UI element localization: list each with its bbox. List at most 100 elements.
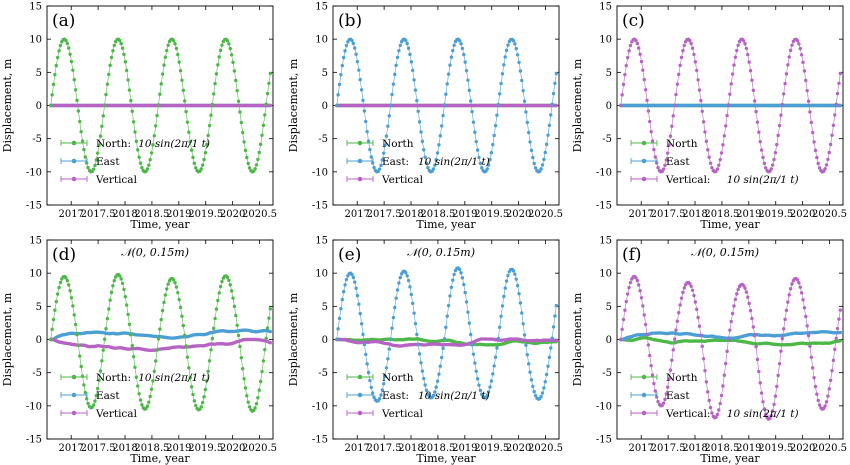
data-point [543, 150, 547, 155]
y-tick-label: 0 [322, 101, 328, 112]
data-point [679, 296, 684, 300]
data-point [782, 327, 786, 331]
data-point [406, 46, 411, 50]
data-point [777, 361, 782, 366]
legend-label-north: North [666, 372, 698, 384]
data-point [209, 113, 213, 117]
data-point [755, 120, 760, 124]
data-point [341, 55, 346, 60]
data-point [517, 60, 521, 65]
data-point [528, 140, 532, 144]
data-point [499, 314, 503, 318]
data-point [542, 386, 546, 390]
data-point [362, 342, 367, 347]
data-point [145, 167, 150, 171]
data-point [762, 161, 767, 166]
data-point [830, 369, 834, 373]
data-point [643, 322, 648, 327]
data-point [65, 41, 70, 46]
data-point [513, 42, 517, 46]
data-point [542, 157, 546, 162]
data-point [776, 133, 780, 138]
panel-label: (b) [338, 11, 362, 31]
x-tick-label: 2017.5 [651, 209, 686, 220]
data-point [411, 301, 415, 306]
data-point [463, 290, 467, 295]
noise-subtitle: 𝒩(0, 0.15m) [121, 246, 189, 259]
data-point [813, 148, 818, 153]
data-point [433, 163, 437, 167]
legend-label-east: East: [382, 390, 409, 402]
legend-formula: 10 sin(2π/1 t) [138, 372, 210, 384]
data-point [688, 281, 692, 286]
panel-label: (e) [338, 245, 361, 265]
x-tick-label: 2019.5 [758, 443, 793, 454]
data-point [75, 332, 79, 337]
data-point [675, 82, 680, 86]
data-point [434, 158, 438, 162]
data-point [243, 386, 248, 390]
noise-subtitle: 𝒩(0, 0.15m) [691, 246, 759, 259]
data-point [386, 124, 390, 128]
data-point [184, 344, 188, 348]
data-point [122, 52, 126, 57]
data-point [160, 72, 165, 76]
x-tick-label: 2019 [166, 209, 191, 220]
data-point [253, 167, 257, 171]
data-point [437, 372, 441, 376]
data-point [827, 150, 831, 155]
data-point [733, 55, 738, 59]
data-point [696, 315, 700, 320]
data-point [528, 370, 532, 374]
data-point [624, 63, 628, 68]
x-tick-label: 2020 [506, 209, 531, 220]
data-point [377, 396, 382, 401]
data-point [351, 275, 356, 280]
data-point [357, 68, 361, 72]
data-point [65, 278, 70, 283]
data-point [474, 369, 478, 373]
data-point [553, 81, 557, 85]
data-point [100, 124, 104, 128]
data-point [764, 412, 768, 416]
data-point [174, 285, 179, 289]
y-tick-label: 15 [29, 236, 42, 247]
data-point [210, 102, 215, 107]
panel-f: -15-10-505101520172017.520182018.5201920… [571, 236, 847, 465]
data-point [824, 163, 829, 167]
data-point [218, 48, 223, 53]
data-point [109, 55, 114, 60]
data-point [499, 81, 503, 86]
data-point [833, 113, 837, 117]
data-point [539, 394, 543, 399]
data-point [166, 43, 170, 47]
data-point [368, 147, 372, 152]
data-point [710, 166, 714, 170]
data-point [809, 120, 814, 125]
data-point [773, 151, 778, 155]
series-east [335, 37, 559, 174]
data-point [178, 68, 183, 73]
x-axis-label: Time, year [700, 218, 760, 231]
data-point [741, 38, 746, 43]
data-point [492, 364, 496, 368]
data-point [83, 155, 87, 159]
data-point [815, 392, 819, 396]
data-point [126, 78, 130, 82]
data-point [377, 167, 382, 171]
data-point [728, 92, 732, 96]
legend-label-north: North [382, 372, 414, 384]
data-point [253, 406, 257, 410]
x-tick-label: 2019.5 [758, 209, 793, 220]
data-point [440, 124, 444, 128]
data-point [205, 379, 209, 383]
panel-e: -15-10-505101520172017.520182018.5201920… [287, 236, 563, 465]
data-point [424, 388, 429, 392]
data-point [728, 328, 732, 332]
data-point [471, 352, 476, 356]
data-point [690, 288, 695, 292]
data-point [480, 166, 484, 170]
data-point [264, 102, 268, 106]
data-point [692, 52, 696, 57]
data-point [261, 123, 266, 128]
